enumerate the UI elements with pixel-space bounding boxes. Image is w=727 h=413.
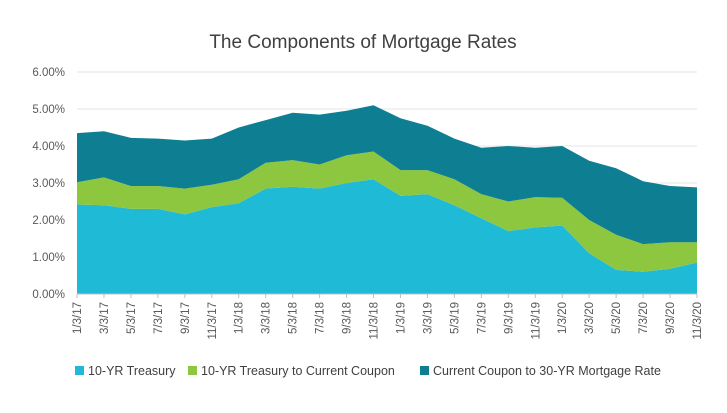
x-tick-label: 1/3/17	[72, 302, 84, 334]
series-area-3	[77, 105, 697, 245]
x-tick-label: 5/3/17	[126, 302, 138, 334]
x-tick-label: 1/3/18	[234, 302, 246, 334]
legend-label-1: 10-YR Treasury	[88, 364, 176, 378]
y-tick-label: 0.00%	[32, 289, 65, 301]
x-tick-label: 9/3/19	[503, 302, 515, 334]
axes	[76, 293, 698, 298]
x-tick-label: 7/3/17	[153, 302, 165, 334]
legend-swatch-1	[75, 366, 84, 375]
legend-label-2: 10-YR Treasury to Current Coupon	[201, 364, 395, 378]
legend-label-3: Current Coupon to 30-YR Mortgage Rate	[433, 364, 661, 378]
chart-title: The Components of Mortgage Rates	[209, 32, 516, 53]
x-tick-label: 1/3/20	[557, 302, 569, 334]
y-tick-label: 3.00%	[32, 178, 65, 190]
x-tick-label: 3/3/17	[99, 302, 111, 334]
y-tick-label: 5.00%	[32, 104, 65, 116]
y-axis-ticks: 0.00% 1.00% 2.00% 3.00% 4.00% 5.00% 6.00%	[32, 67, 65, 301]
x-tick-label: 1/3/19	[395, 302, 407, 334]
x-tick-label: 5/3/20	[611, 302, 623, 334]
x-tick-label: 7/3/20	[638, 302, 650, 334]
x-tick-label: 11/3/19	[530, 302, 542, 340]
x-tick-label: 5/3/18	[288, 302, 300, 334]
legend-swatch-3	[420, 366, 429, 375]
y-tick-label: 4.00%	[32, 141, 65, 153]
x-tick-label: 3/3/20	[584, 302, 596, 334]
y-tick-label: 6.00%	[32, 67, 65, 79]
x-tick-label: 7/3/18	[315, 302, 327, 334]
legend: 10-YR Treasury 10-YR Treasury to Current …	[75, 364, 661, 378]
x-tick-label: 9/3/18	[342, 302, 354, 334]
x-tick-label: 11/3/18	[369, 302, 381, 340]
x-axis-ticks: 1/3/17 3/3/17 5/3/17 7/3/17 9/3/17 11/3/17 1/3…	[72, 302, 704, 340]
y-tick-label: 2.00%	[32, 215, 65, 227]
x-tick-label: 11/3/20	[692, 302, 704, 340]
x-tick-label: 9/3/20	[665, 302, 677, 334]
y-tick-label: 1.00%	[32, 252, 65, 264]
legend-swatch-2	[188, 366, 197, 375]
series-area-2	[77, 151, 697, 272]
x-tick-label: 9/3/17	[180, 302, 192, 334]
x-tick-label: 3/3/19	[422, 302, 434, 334]
x-tick-label: 11/3/17	[207, 302, 219, 340]
x-tick-label: 5/3/19	[449, 302, 461, 334]
x-tick-label: 7/3/19	[476, 302, 488, 334]
plot-areas	[77, 105, 697, 294]
series-area-1	[77, 179, 697, 294]
x-tick-label: 3/3/18	[261, 302, 273, 334]
